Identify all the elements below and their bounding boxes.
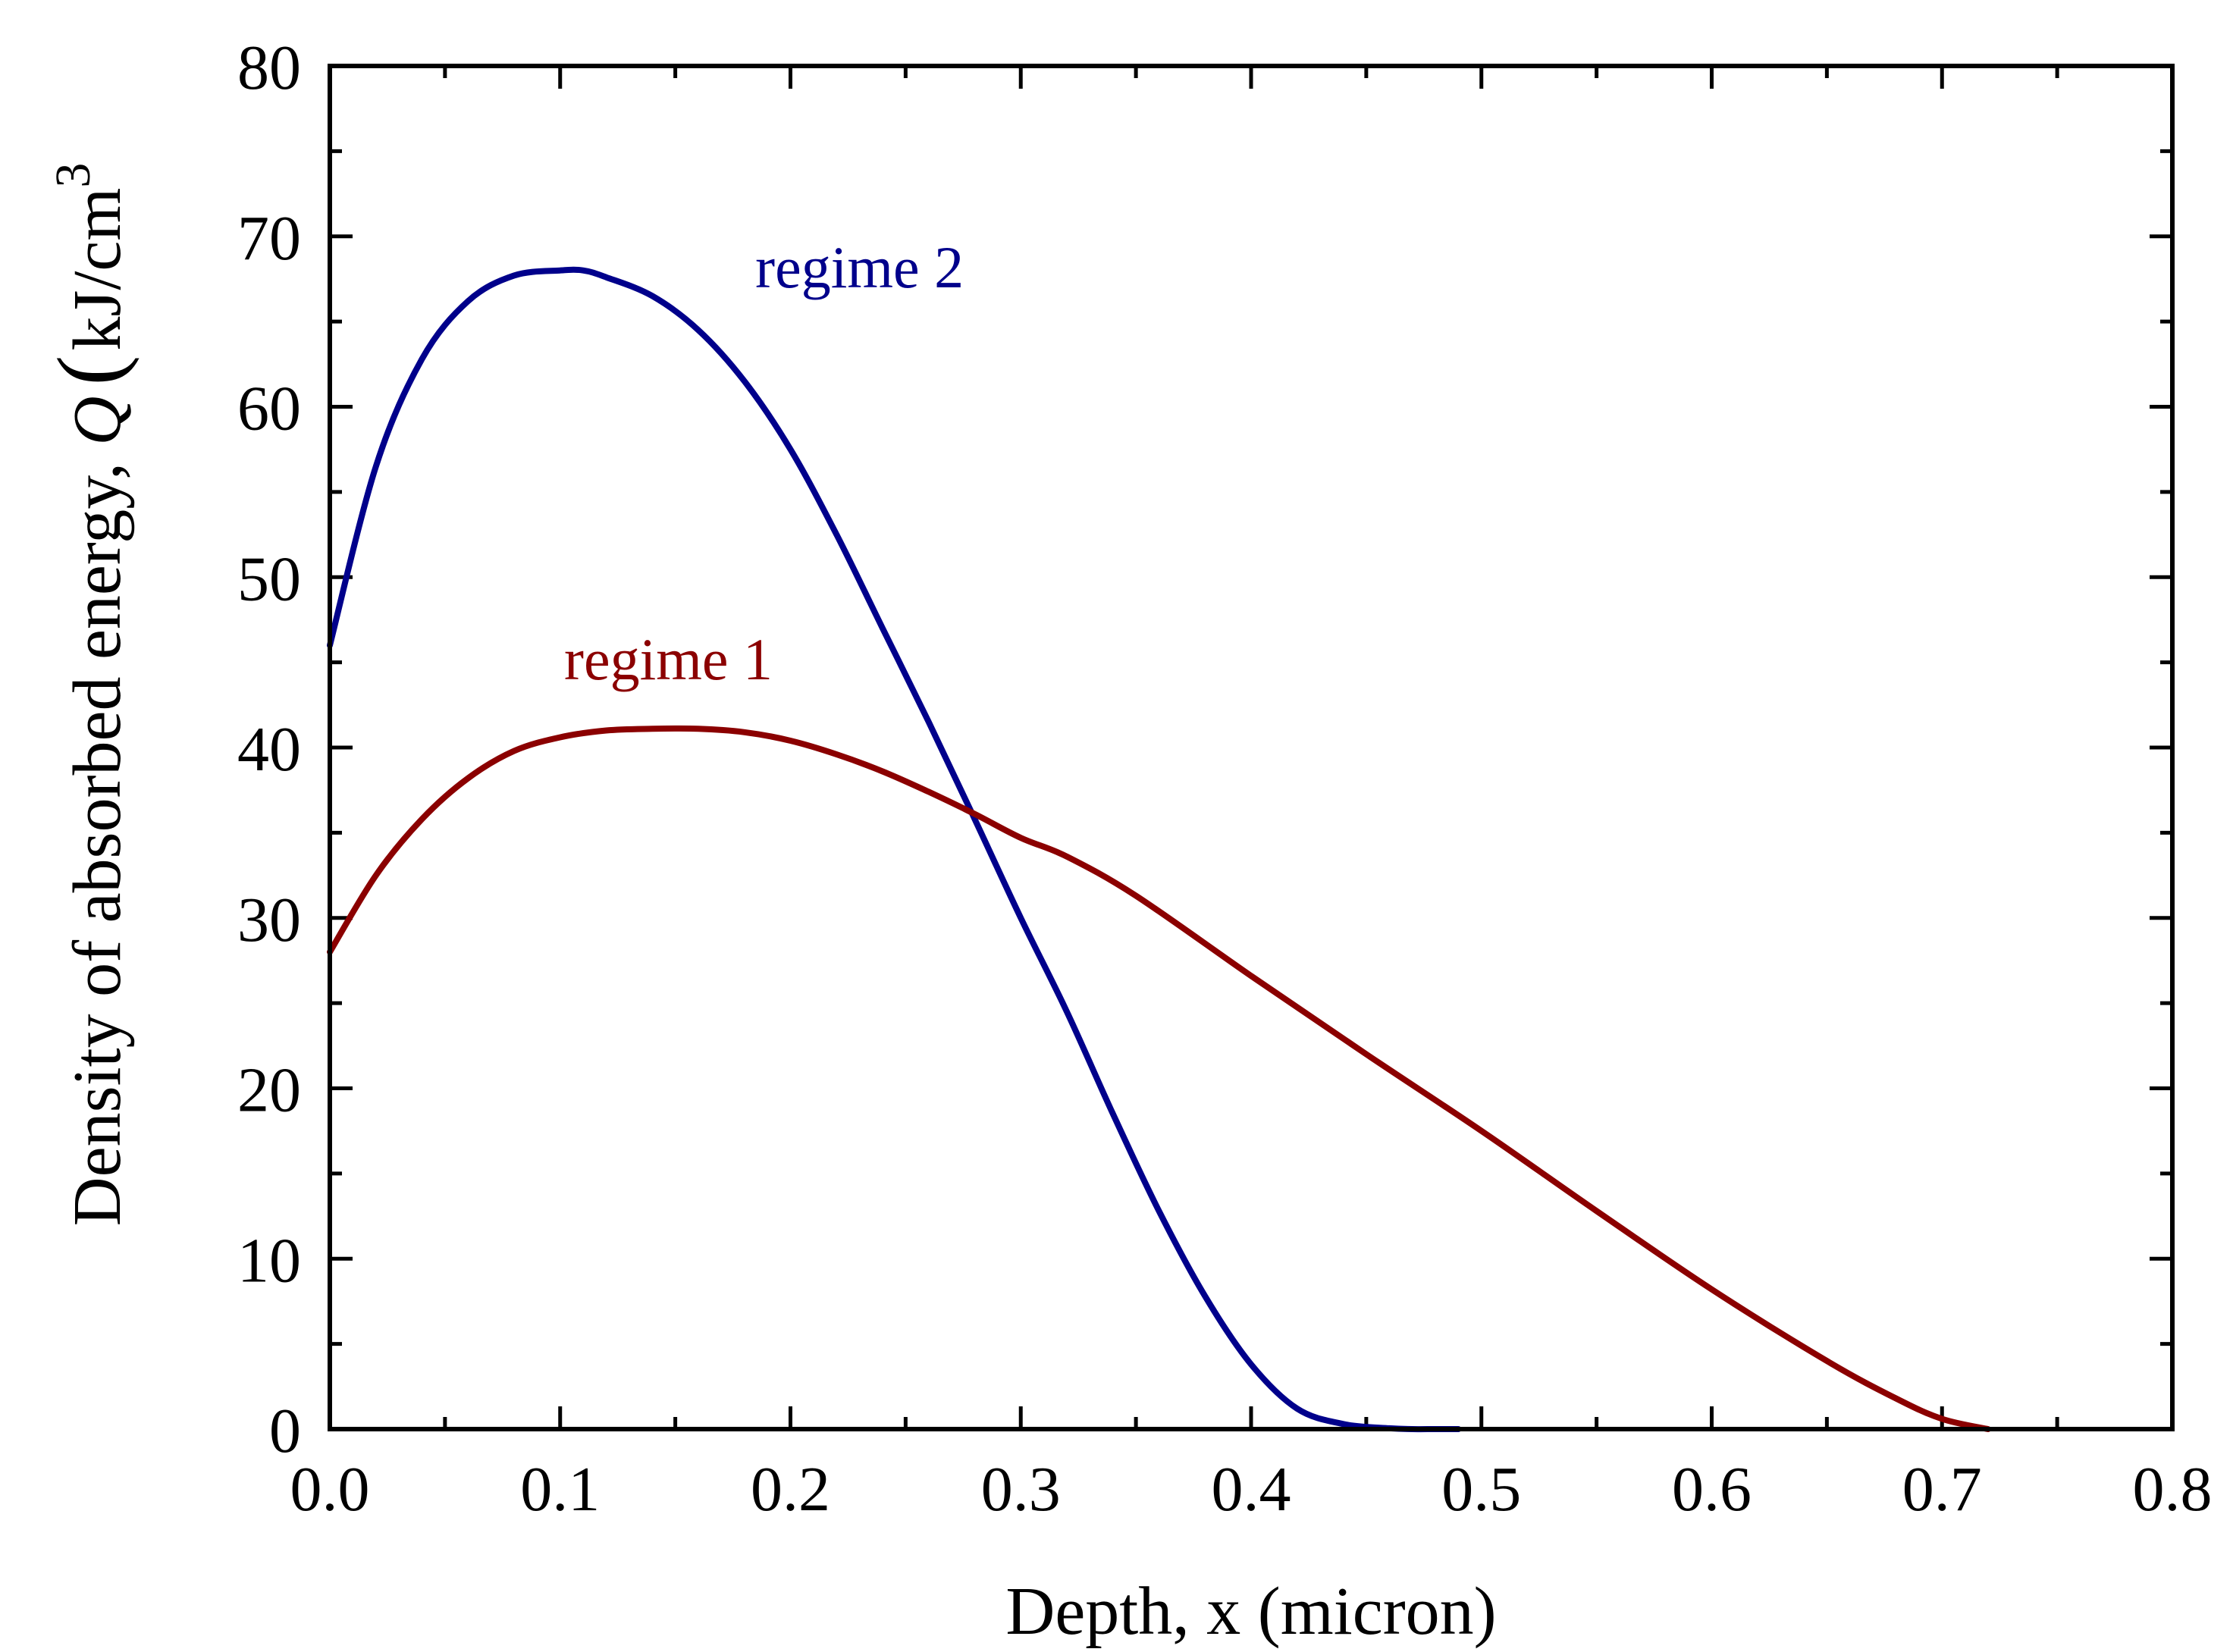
series-curves [327, 266, 1991, 1433]
x-tick-labels: 0.0 0.1 0.2 0.3 0.4 0.5 0.6 0.7 0.8 [290, 1454, 2213, 1525]
x-tick-label: 0.6 [1672, 1454, 1752, 1525]
series-label-regime-1: regime 1 [564, 626, 773, 692]
plot-frame [328, 64, 2175, 1431]
x-axis-title: Depth, x (micron) [1005, 1574, 1496, 1649]
y-tick-label: 10 [237, 1225, 301, 1296]
y-tick-labels: 0 10 20 30 40 50 60 70 80 [237, 33, 301, 1466]
y-tick-label: 30 [237, 885, 301, 955]
y-axis-title-exponent: 3 [45, 163, 101, 188]
x-tick-label: 0.7 [1902, 1454, 1982, 1525]
x-tick-label: 0.8 [2133, 1454, 2213, 1525]
x-tick-label: 0.5 [1441, 1454, 1521, 1525]
y-axis-title-paren: ( [39, 356, 140, 386]
y-tick-label: 60 [237, 374, 301, 444]
y-tick-label: 50 [237, 544, 301, 614]
x-tick-label: 0.1 [520, 1454, 600, 1525]
series-labels: regime 2 regime 1 [564, 234, 964, 692]
y-axis-title-text: Density of absorbed energy, [60, 446, 135, 1227]
series-line-regime-1 [327, 725, 1991, 1432]
y-tick-label: 70 [237, 203, 301, 274]
y-tick-label: 40 [237, 714, 301, 785]
y-axis-title: Density of absorbed energy, Q ( kJ/cm3 [39, 163, 140, 1227]
y-tick-label: 0 [269, 1396, 301, 1466]
x-tick-label: 0.2 [751, 1454, 830, 1525]
x-tick-label: 0.4 [1212, 1454, 1291, 1525]
x-tick-label: 0.3 [981, 1454, 1061, 1525]
axis-ticks [328, 64, 2175, 1431]
y-tick-label: 20 [237, 1055, 301, 1126]
y-axis-title-unit: kJ/cm [60, 188, 135, 351]
series-line-regime-2 [327, 266, 1462, 1433]
series-label-regime-2: regime 2 [755, 234, 964, 300]
y-axis-title-symbol: Q [60, 397, 135, 446]
y-tick-label: 80 [237, 33, 301, 103]
x-tick-label: 0.0 [290, 1454, 370, 1525]
